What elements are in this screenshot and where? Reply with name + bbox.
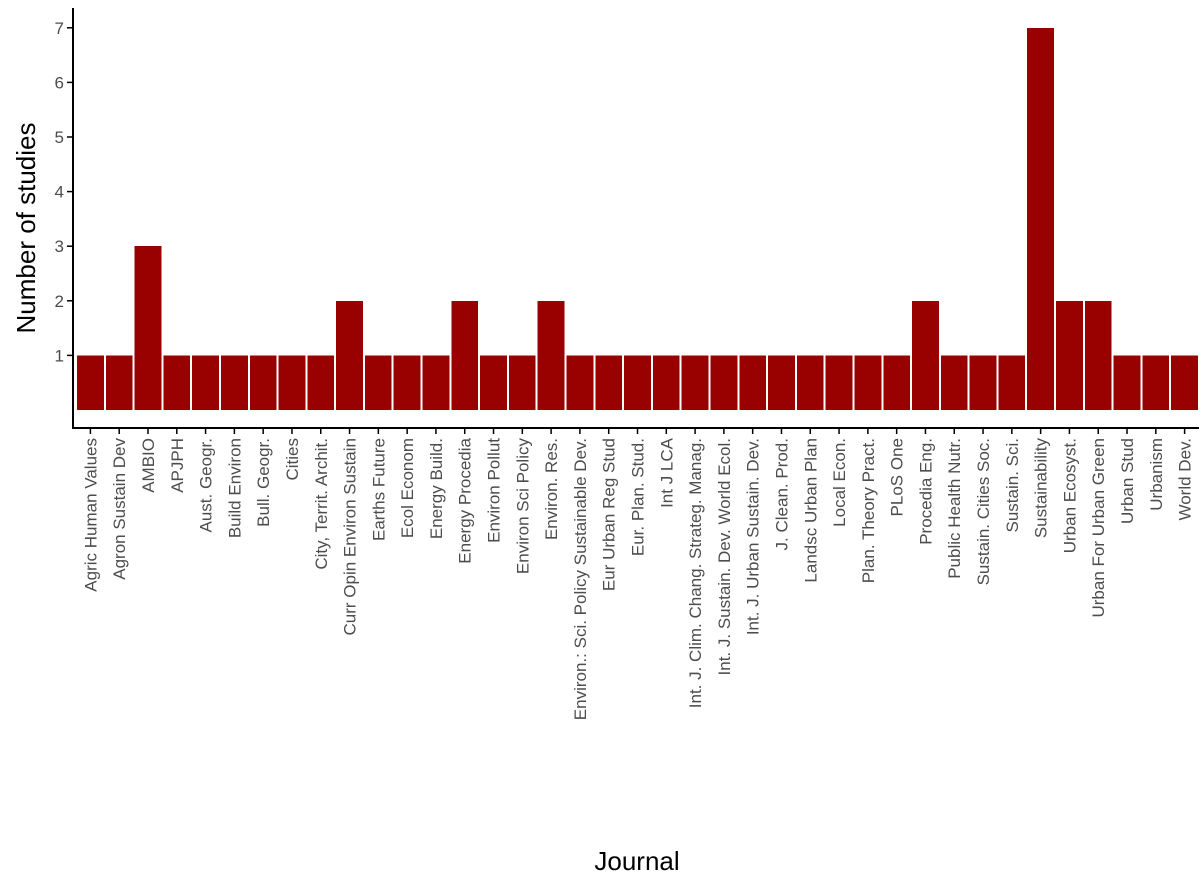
x-tick-label: Build Environ: [225, 438, 244, 538]
bar: [681, 355, 709, 410]
x-tick-label: Environ Pollut: [485, 438, 504, 543]
bar: [710, 355, 738, 410]
x-axis-title: Journal: [594, 846, 679, 875]
x-tick-label: World Dev.: [1176, 438, 1195, 521]
x-tick-label: Int. J. Sustain. Dev. World Ecol.: [715, 438, 734, 675]
bar: [883, 355, 911, 410]
bar: [105, 355, 133, 410]
x-tick-label: AMBIO: [139, 438, 158, 493]
bar: [192, 355, 219, 410]
x-tick-label: Energy Build.: [427, 438, 446, 539]
bar: [566, 355, 594, 410]
x-tick-label: Eur. Plan. Stud.: [629, 438, 648, 556]
bar: [768, 355, 795, 410]
x-tick-label: PLoS One: [888, 438, 907, 516]
x-tick-label: Agron Sustain Dev: [110, 438, 129, 580]
x-tick-label: Urbanism: [1147, 438, 1166, 511]
bar: [624, 355, 651, 410]
bar: [336, 300, 363, 410]
y-tick-label: 1: [55, 346, 64, 365]
y-tick-label: 7: [55, 19, 64, 38]
x-tick-label: Energy Procedia: [456, 437, 475, 563]
bar: [1027, 27, 1055, 411]
bar: [278, 355, 306, 410]
bar: [134, 246, 162, 410]
bar: [796, 355, 824, 410]
bar: [163, 355, 191, 410]
x-tick-label: Environ. Res.: [542, 438, 561, 540]
bar: [393, 355, 421, 410]
bar: [1113, 355, 1141, 410]
x-tick-label: Ecol Econom: [398, 438, 417, 538]
y-tick-label: 5: [55, 128, 64, 147]
x-tick-label: J. Clean. Prod.: [772, 438, 791, 550]
x-tick-label: Aust. Geogr.: [197, 438, 216, 533]
x-tick-label: Bull. Geogr.: [254, 438, 273, 527]
bar: [364, 355, 392, 410]
y-tick-label: 6: [55, 73, 64, 92]
bar: [451, 300, 479, 410]
bars-group: [77, 27, 1198, 411]
x-tick-label: Landsc Urban Plan: [801, 438, 820, 583]
bar: [854, 355, 882, 410]
x-tick-label: Environ.: Sci. Policy Sustainable Dev.: [571, 438, 590, 720]
x-tick-label: Local Econ.: [830, 438, 849, 527]
x-tick-label: Sustainability: [1032, 438, 1051, 539]
x-tick-label: Cities: [283, 438, 302, 481]
y-tick-label: 3: [55, 237, 64, 256]
bar: [508, 355, 536, 410]
x-tick-label: Urban Stud: [1118, 438, 1137, 524]
x-tick-label: Int. J. Urban Sustain. Dev.: [744, 438, 763, 635]
bar: [1171, 355, 1198, 410]
bar: [998, 355, 1026, 410]
bar: [1142, 355, 1170, 410]
bar: [652, 355, 680, 410]
y-axis-title: Number of studies: [11, 123, 41, 334]
bar: [220, 355, 248, 410]
bar: [249, 355, 277, 410]
y-ticks-group: 1 2 3 4 5 6 7: [55, 19, 73, 365]
x-tick-label: Agric Human Values: [81, 438, 100, 592]
y-tick-label: 2: [55, 292, 64, 311]
x-tick-label: Environ Sci Policy: [513, 438, 532, 575]
bar: [739, 355, 767, 410]
bar: [480, 355, 507, 410]
x-tick-label: Sustain. Sci.: [1003, 438, 1022, 533]
x-tick-label: Int J LCA: [657, 437, 676, 508]
x-tick-label: Eur Urban Reg Stud: [600, 438, 619, 591]
x-tick-label: Curr Opin Environ Sustain: [341, 438, 360, 635]
x-tick-label: Urban For Urban Green: [1089, 438, 1108, 618]
x-tick-label: Plan. Theory Pract.: [859, 438, 878, 583]
bar: [77, 355, 104, 410]
x-tick-label: APJPH: [168, 438, 187, 493]
bar: [1056, 300, 1083, 410]
x-tick-label: Procedia Eng.: [916, 438, 935, 545]
bar: [825, 355, 853, 410]
x-tick-label: Urban Ecosyst.: [1060, 438, 1079, 553]
x-tick-label: Sustain. Cities Soc.: [974, 438, 993, 585]
x-tick-label: Public Health Nutr.: [945, 438, 964, 579]
bar: [307, 355, 335, 410]
bar: [537, 300, 565, 410]
bar: [595, 355, 623, 410]
bar: [422, 355, 450, 410]
x-tick-label: City, Territ. Archit.: [312, 438, 331, 570]
bar: [912, 300, 939, 410]
x-tick-label: Int. J. Clim. Chang. Strateg. Manag.: [686, 438, 705, 708]
x-tick-label: Earths Future: [369, 438, 388, 541]
x-ticks-group: Agric Human Values Agron Sustain Dev AMBIO…: [81, 428, 1195, 720]
bar: [940, 355, 968, 410]
bar: [1084, 300, 1112, 410]
bar: [969, 355, 997, 410]
y-tick-label: 4: [55, 183, 64, 202]
